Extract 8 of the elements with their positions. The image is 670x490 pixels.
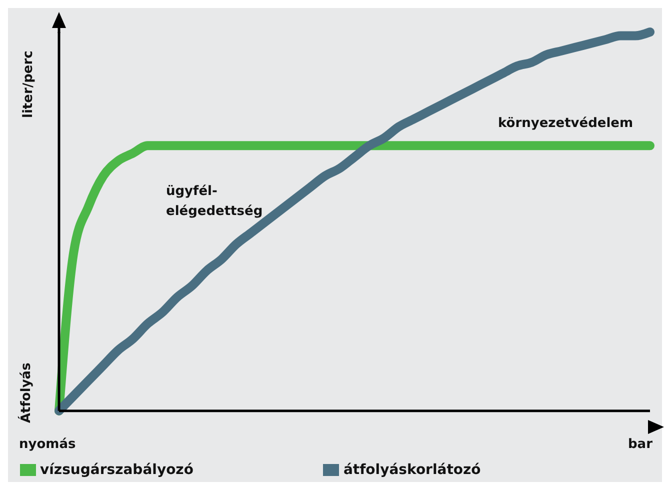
- annotation: ügyfél- elégedettség: [166, 183, 263, 221]
- text: liter/perc: [20, 50, 37, 118]
- text: bar: [628, 436, 652, 454]
- x-axis-title: nyomás: [19, 436, 76, 454]
- annotation: környezetvédelem: [498, 115, 634, 133]
- legend-label: átfolyáskorlátozó: [343, 462, 481, 478]
- legend-label: vízsugárszabályozó: [40, 462, 194, 478]
- y-axis-title: Átfolyás: [17, 362, 35, 423]
